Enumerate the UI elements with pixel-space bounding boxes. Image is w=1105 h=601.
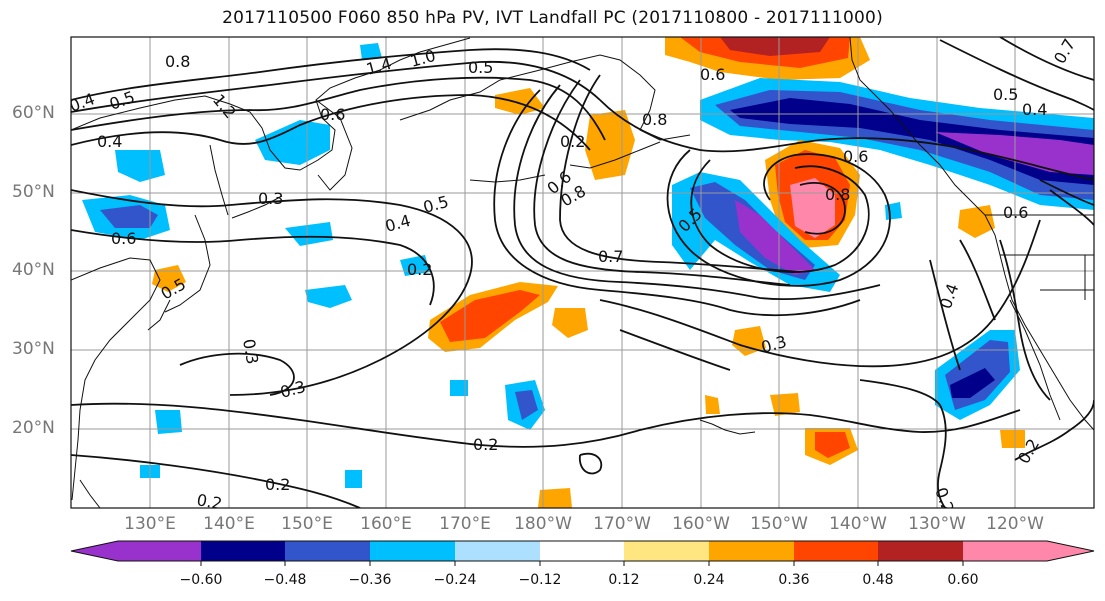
colorbar-outline <box>70 540 1095 562</box>
contour-label: 0.8 <box>642 110 667 129</box>
colorbar-tick-label: −0.12 <box>518 572 562 588</box>
colorbar-extend-min <box>71 541 201 561</box>
contour-labels: 0.8 1.4 1.0 0.5 0.4 0.5 1.2 0.6 0.4 0.2 … <box>71 37 1079 515</box>
lon-tick-label: 150°W <box>750 514 808 534</box>
lon-tick-label: 140°E <box>203 514 255 534</box>
colorbar-segment <box>624 541 709 561</box>
lon-tick-label: 160°E <box>360 514 412 534</box>
contour-label: 0.2 <box>473 435 498 454</box>
contour-label: 0.6 <box>843 147 868 166</box>
map-title: 2017110500 F060 850 hPa PV, IVT Landfall… <box>222 8 883 28</box>
lat-tick-label: 40°N <box>12 260 55 280</box>
lon-tick-label: 170°E <box>439 514 491 534</box>
colorbar-segment <box>455 541 540 561</box>
contour-label: 0.3 <box>239 337 262 365</box>
colorbar-tick-label: −0.60 <box>179 572 223 588</box>
contour-label: 0.2 <box>931 485 958 515</box>
lon-tick-label: 160°W <box>672 514 730 534</box>
lon-tick-label: 120°W <box>986 514 1044 534</box>
colorbar-segment <box>878 541 963 561</box>
lat-tick-label: 60°N <box>12 103 55 123</box>
colorbar-segment <box>285 541 370 561</box>
contour-label: 0.5 <box>993 85 1018 104</box>
colorbar-segment <box>370 541 455 561</box>
lon-tick-label: 130°W <box>908 514 966 534</box>
contour-label: 0.6 <box>700 65 725 84</box>
colorbar-tick-label: 0.36 <box>778 572 810 588</box>
lon-tick-label: 170°W <box>593 514 651 534</box>
colorbar-extend-max <box>963 541 1094 561</box>
colorbar-segment <box>540 541 624 561</box>
contour-label: 0.6 <box>111 229 136 248</box>
lat-tick-label: 30°N <box>12 339 55 359</box>
contour-label: 0.6 <box>1003 203 1028 222</box>
lat-tick-label: 20°N <box>12 418 55 438</box>
colorbar-segment <box>794 541 878 561</box>
contour-label: 0.8 <box>165 52 190 71</box>
colorbar-tick-label: 0.24 <box>693 572 725 588</box>
contour-label: 0.8 <box>825 185 850 204</box>
contour-label: 0.3 <box>258 189 283 208</box>
contour-label: 0.6 <box>320 105 345 124</box>
lon-tick-label: 140°W <box>829 514 887 534</box>
colorbar-tick-label: −0.24 <box>433 572 477 588</box>
colorbar-tick-label: −0.48 <box>263 572 307 588</box>
contour-label: 0.2 <box>195 490 223 513</box>
colorbar-segment <box>709 541 794 561</box>
colorbar <box>70 540 1095 566</box>
graticule <box>71 37 1094 508</box>
map-frame <box>70 36 1095 509</box>
lon-tick-label: 150°E <box>281 514 333 534</box>
contour-label: 0.4 <box>97 132 122 151</box>
colorbar-tick-label: 0.60 <box>947 572 979 588</box>
contour-label: 0.4 <box>1022 100 1047 119</box>
colorbar-tick-label: −0.36 <box>348 572 392 588</box>
colorbar-tick-label: 0.48 <box>862 572 894 588</box>
pv-contours <box>71 37 1094 508</box>
coastlines <box>71 37 1094 508</box>
colorbar-tick-label: 0.12 <box>608 572 640 588</box>
colorbar-segment <box>201 541 285 561</box>
lat-tick-label: 50°N <box>12 182 55 202</box>
contour-label: 0.2 <box>265 475 290 494</box>
contour-label: 0.5 <box>468 58 493 77</box>
contour-label: 0.2 <box>560 132 585 151</box>
lon-tick-label: 130°E <box>124 514 176 534</box>
contour-label: 0.2 <box>407 260 432 279</box>
lon-tick-label: 180°W <box>514 514 572 534</box>
contour-label: 0.7 <box>598 247 623 266</box>
